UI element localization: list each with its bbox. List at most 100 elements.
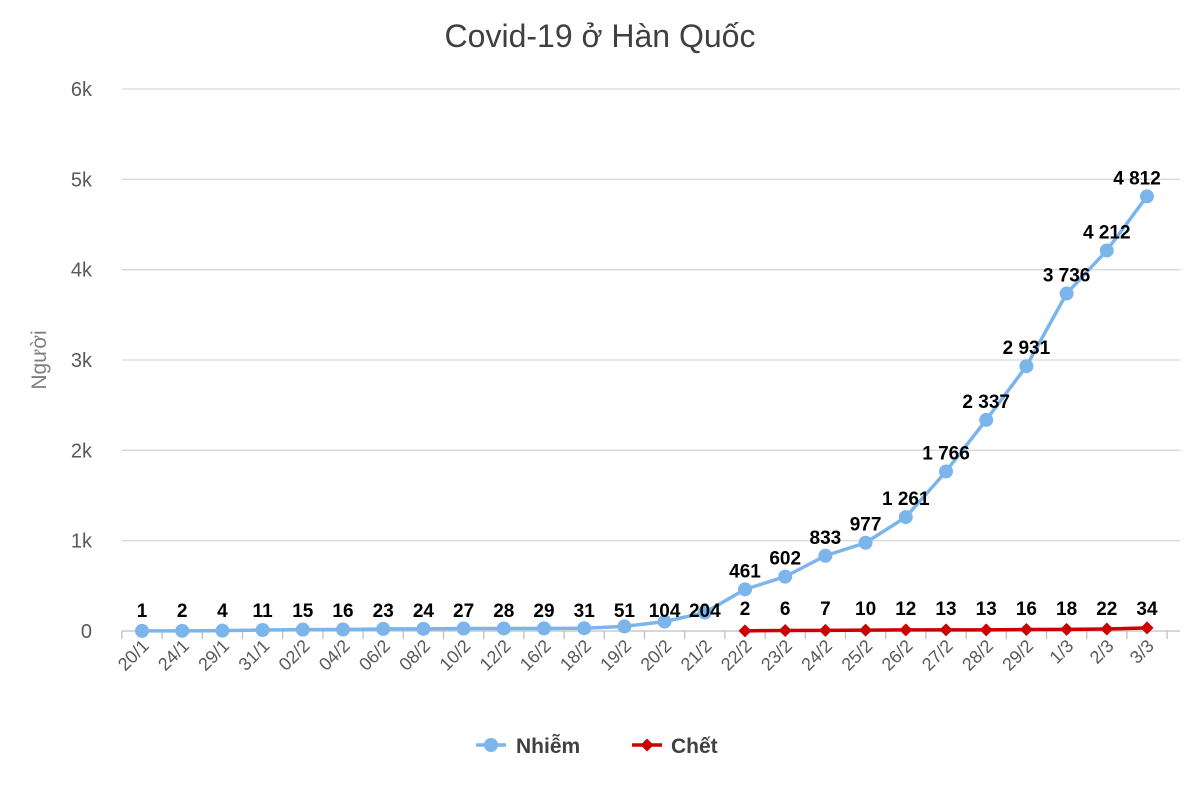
data-label: 34 <box>1136 599 1158 620</box>
data-point <box>577 621 592 636</box>
data-point <box>456 621 471 636</box>
data-point <box>1140 189 1154 204</box>
series-chet <box>738 621 1154 638</box>
data-label: 51 <box>614 601 636 622</box>
data-label: 2 337 <box>962 392 1010 413</box>
x-tick-label: 2/3 <box>1086 636 1118 668</box>
data-point <box>898 510 913 525</box>
data-point <box>1019 623 1033 637</box>
x-tick-label: 1/3 <box>1046 636 1078 668</box>
data-point <box>818 623 832 637</box>
data-point <box>979 412 994 427</box>
x-tick-label: 22/2 <box>717 636 756 675</box>
data-label: 204 <box>689 601 721 622</box>
data-point <box>175 623 190 638</box>
x-tick-label: 20/2 <box>637 636 676 675</box>
x-tick-label: 3/3 <box>1126 636 1158 668</box>
data-label: 18 <box>1056 599 1077 620</box>
data-label: 12 <box>895 599 916 620</box>
data-point <box>697 605 712 620</box>
x-tick-label: 20/1 <box>114 636 153 675</box>
data-point <box>537 621 551 636</box>
y-tick-label: 6k <box>71 79 93 101</box>
data-label: 28 <box>493 601 514 622</box>
data-point <box>778 623 792 637</box>
data-label: 7 <box>820 599 831 620</box>
data-label: 27 <box>453 601 474 622</box>
chart-title: Covid-19 ở Hàn Quốc <box>445 18 756 54</box>
data-label: 15 <box>292 601 314 622</box>
y-axis-label: Người <box>28 330 51 389</box>
data-label: 31 <box>574 601 596 622</box>
x-tick-label: 31/1 <box>235 636 274 675</box>
data-label: 10 <box>855 599 876 620</box>
legend-label: Nhiễm <box>516 734 580 758</box>
x-tick-label: 24/2 <box>797 636 836 675</box>
data-point <box>899 623 913 637</box>
data-point <box>135 623 149 638</box>
x-tick-label: 27/2 <box>918 636 957 675</box>
data-label: 3 736 <box>1043 266 1091 287</box>
y-tick-label: 1k <box>71 531 93 553</box>
data-point <box>778 569 793 584</box>
legend-marker-diamond <box>640 738 654 752</box>
series-layer <box>135 189 1154 638</box>
x-tick-label: 28/2 <box>958 636 997 675</box>
data-point <box>818 548 833 563</box>
x-tick-label: 26/2 <box>878 636 917 675</box>
x-tick-label: 23/2 <box>757 636 796 675</box>
data-label: 29 <box>533 601 554 622</box>
y-tick-label: 5k <box>71 169 93 191</box>
data-label: 6 <box>780 599 791 620</box>
data-label: 23 <box>373 601 394 622</box>
data-label: 2 <box>740 599 751 620</box>
data-point <box>416 621 431 636</box>
x-tick-label: 16/2 <box>516 636 555 675</box>
x-tick-label: 10/2 <box>436 636 475 675</box>
x-tick-label: 02/2 <box>275 636 314 675</box>
x-axis-ticks: 20/1 24/1 29/1 31/1 02/2 04/2 06/2 08/2 10/2 12/2… <box>114 631 1168 675</box>
x-tick-label: 06/2 <box>355 636 394 675</box>
data-label: 602 <box>769 549 801 570</box>
data-point <box>939 464 953 479</box>
data-label: 11 <box>253 601 274 622</box>
data-point <box>1140 621 1154 635</box>
y-tick-label: 0 <box>81 621 92 643</box>
legend-marker-circle <box>484 738 498 752</box>
x-tick-label: 25/2 <box>838 636 877 675</box>
x-tick-label: 12/2 <box>476 636 515 675</box>
legend-item-nhiem: Nhiễm <box>476 734 580 758</box>
series-line <box>141 195 1149 633</box>
legend-item-chet: Chết <box>632 735 718 758</box>
data-label: 461 <box>729 561 761 582</box>
data-point <box>295 622 310 637</box>
data-label: 16 <box>1016 599 1037 620</box>
data-point <box>939 623 953 637</box>
x-tick-label: 19/2 <box>596 636 635 675</box>
data-label: 4 212 <box>1083 223 1131 244</box>
x-tick-label: 29/1 <box>194 636 233 675</box>
data-label: 13 <box>976 599 997 620</box>
data-point <box>1059 286 1074 301</box>
data-label: 4 <box>217 601 228 622</box>
y-axis-ticks: 0 1k 2k 3k 4k 5k 6k <box>71 79 93 643</box>
data-label: 13 <box>935 599 956 620</box>
data-point <box>858 535 873 550</box>
data-label: 977 <box>850 515 882 536</box>
data-point <box>1060 622 1074 636</box>
x-tick-label: 29/2 <box>998 636 1037 675</box>
data-point <box>1099 243 1114 258</box>
y-tick-label: 4k <box>71 260 93 282</box>
data-point <box>1100 622 1114 636</box>
data-label: 22 <box>1096 599 1117 620</box>
data-label: 104 <box>649 601 681 622</box>
data-label: 1 766 <box>922 443 970 464</box>
data-point <box>336 622 350 637</box>
x-tick-label: 08/2 <box>395 636 434 675</box>
data-point <box>738 582 752 597</box>
data-point <box>859 623 873 637</box>
legend: Nhiễm Chết <box>476 734 718 758</box>
y-tick-label: 2k <box>71 440 93 462</box>
